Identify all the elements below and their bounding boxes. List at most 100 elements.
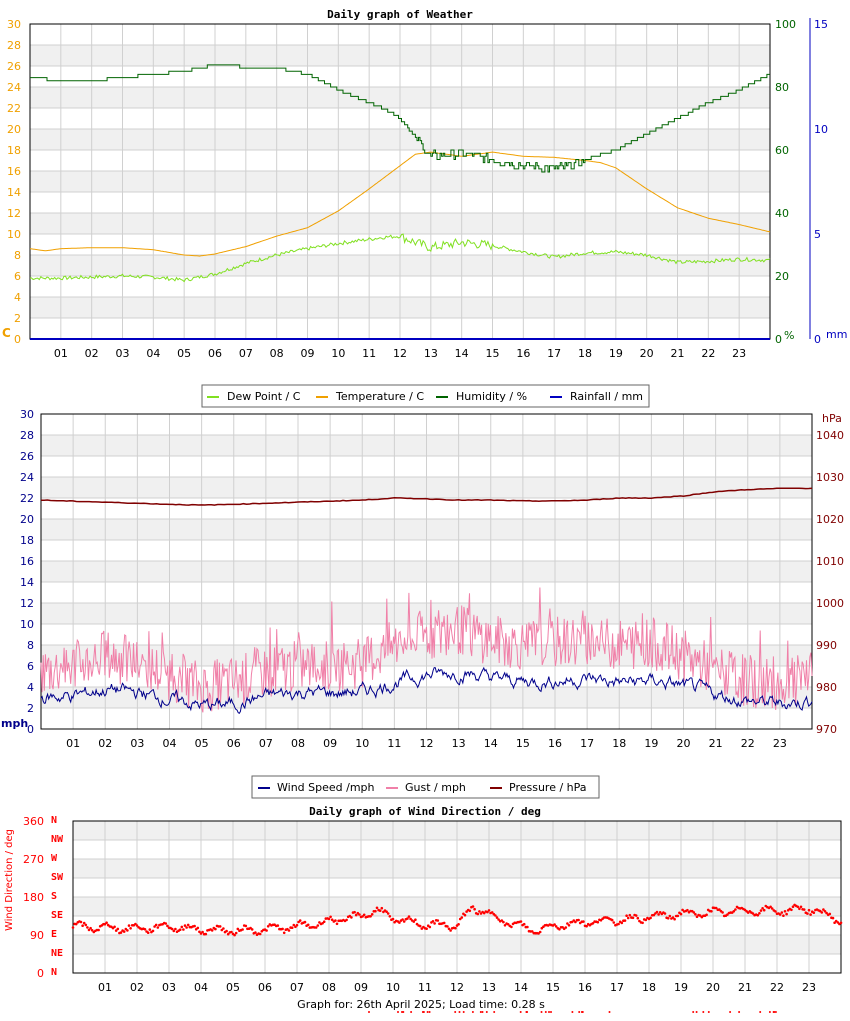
wind-direction-point: [655, 910, 659, 914]
wind-direction-point: [782, 914, 785, 917]
wind-direction-point: [170, 927, 174, 931]
wind-direction-point: [799, 905, 803, 909]
legend-item: Rainfall / mm: [550, 390, 643, 403]
compass-label: N: [51, 815, 57, 826]
x-tick-label: 20: [640, 347, 654, 360]
x-tick-label: 09: [301, 347, 315, 360]
x-tick-label: 05: [226, 981, 240, 994]
x-tick-label: 19: [609, 347, 623, 360]
wind-direction-point: [86, 926, 89, 929]
wind-direction-point: [585, 924, 588, 928]
wind-direction-point: [234, 931, 238, 935]
legend-label: Wind Speed /mph: [277, 781, 375, 794]
wind-direction-point: [350, 916, 353, 919]
y-left-tick-label: 0: [37, 967, 44, 980]
wind-direction-point: [314, 926, 318, 929]
wind-direction-point: [732, 910, 736, 913]
wind-direction-point: [544, 1011, 547, 1013]
y-left-tick-label: 16: [7, 165, 21, 178]
y-left-tick-label: 24: [7, 81, 21, 94]
wind-direction-point: [318, 921, 321, 924]
x-tick-label: 05: [195, 737, 209, 750]
wind-direction-point: [769, 905, 772, 909]
wind-direction-point: [316, 924, 320, 927]
legend-label: Gust / mph: [405, 781, 466, 794]
wind-direction-point: [612, 921, 616, 924]
wind-direction-point: [129, 927, 132, 930]
x-tick-label: 16: [548, 737, 562, 750]
wind-direction-point: [233, 933, 236, 937]
wind-direction-point: [74, 922, 78, 926]
wind-direction-point: [718, 908, 721, 911]
legend-item: Gust / mph: [386, 781, 466, 794]
wind-direction-point: [226, 932, 230, 936]
y-left-axis-label: Wind Direction / deg: [4, 829, 15, 931]
wind-direction-point: [354, 913, 358, 917]
y-right-tick-label: 1040: [816, 429, 844, 442]
wind-direction-point: [500, 919, 504, 922]
legend-box: [251, 775, 600, 799]
wind-direction-point: [374, 909, 377, 913]
wind-direction-point: [214, 927, 217, 931]
wind-direction-point: [503, 924, 507, 927]
wind-direction-point: [436, 919, 440, 922]
wind-direction-point: [345, 918, 348, 922]
wind-direction-point: [778, 913, 782, 916]
compass-label: NW: [51, 834, 64, 845]
wind-direction-point: [457, 923, 460, 926]
wind-direction-point: [526, 925, 529, 929]
wind-direction-point: [236, 927, 240, 931]
wind-direction-point: [623, 919, 627, 922]
y-left-tick-label: 2: [27, 702, 34, 715]
y-right-tick-label: 1010: [816, 555, 844, 568]
wind-direction-point: [368, 1011, 370, 1013]
wind-direction-point: [303, 920, 307, 924]
x-tick-label: 01: [98, 981, 112, 994]
legend-chart-2: Wind Speed /mph Gust / mph Pressure / hPa: [251, 775, 600, 799]
x-tick-label: 22: [770, 981, 784, 994]
wind-direction-point: [321, 922, 324, 925]
wind-direction-point: [836, 921, 840, 924]
compass-label: SW: [51, 872, 64, 883]
wind-direction-point: [538, 930, 542, 934]
x-tick-label: 04: [146, 347, 160, 360]
wind-direction-point: [180, 925, 184, 929]
wind-direction-point: [774, 910, 777, 913]
wind-direction-point: [330, 918, 334, 921]
x-tick-label: 07: [259, 737, 273, 750]
y-right-tick-label: 60: [775, 144, 789, 157]
wind-direction-point: [156, 926, 160, 929]
wind-direction-point: [210, 929, 214, 932]
y-left-tick-label: 28: [7, 39, 21, 52]
wind-direction-point: [425, 927, 428, 930]
y-right-tick-label: 1030: [816, 471, 844, 484]
wind-direction-point: [790, 908, 793, 912]
wind-direction-point: [225, 929, 228, 933]
wind-direction-point: [196, 926, 200, 930]
x-tick-label: 03: [130, 737, 144, 750]
wind-direction-point: [397, 1011, 399, 1013]
y-left-tick-label: 12: [20, 597, 34, 610]
wind-direction-point: [812, 911, 816, 914]
wind-direction-point: [657, 913, 660, 916]
y-left-tick-label: 180: [23, 891, 44, 904]
wind-direction-point: [146, 931, 150, 934]
wind-direction-point: [726, 913, 729, 916]
wind-direction-point: [758, 912, 761, 915]
wind-direction-point: [493, 1011, 496, 1013]
y-left-tick-label: 4: [14, 291, 21, 304]
wind-direction-point: [386, 912, 390, 915]
wind-direction-point: [791, 905, 795, 908]
wind-direction-point: [694, 913, 697, 916]
wind-direction-point: [428, 925, 432, 929]
wind-direction-point: [823, 910, 827, 913]
y-left-tick-label: 20: [7, 123, 21, 136]
wind-direction-point: [362, 913, 366, 917]
wind-direction-point: [806, 912, 809, 915]
y-right-tick-label: 980: [816, 681, 837, 694]
legend-label: Temperature / C: [335, 390, 424, 403]
wind-direction-point: [71, 926, 75, 929]
wind-direction-point: [510, 925, 513, 929]
wind-direction-point: [596, 920, 600, 924]
x-tick-label: 21: [709, 737, 723, 750]
